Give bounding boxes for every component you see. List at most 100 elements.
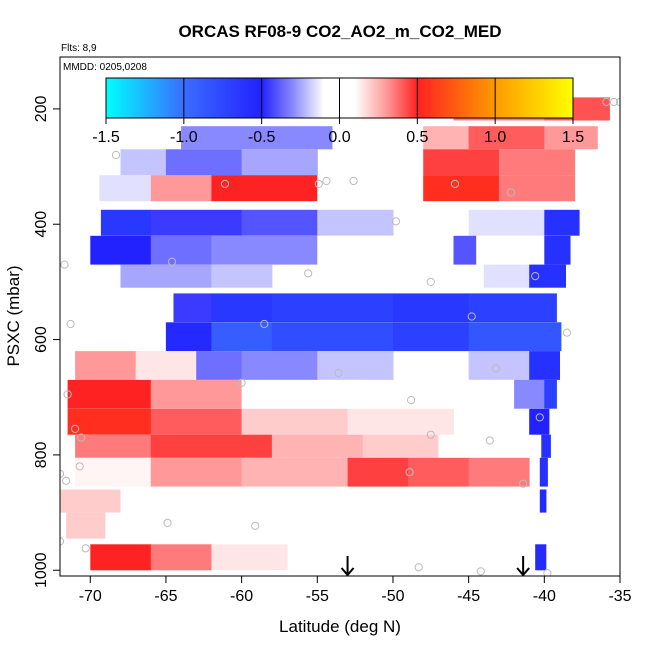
heatmap-cell (362, 512, 424, 539)
y-tick-label: 1000 (33, 552, 50, 588)
data-point (391, 217, 401, 226)
heatmap-cell (347, 489, 409, 513)
heatmap-cell (393, 293, 470, 323)
heatmap-cell (468, 293, 557, 323)
x-tick-label: -35 (608, 588, 631, 605)
data-point (467, 312, 476, 321)
data-point (60, 260, 69, 269)
heatmap-cell (241, 351, 318, 380)
data-point (334, 368, 343, 378)
data-point (81, 544, 90, 553)
heatmap-cell (544, 379, 557, 409)
x-axis: -70 -65 -60 -55 -50 -45 -40 -35 (79, 576, 632, 605)
data-point (426, 430, 435, 439)
data-point (450, 179, 460, 188)
x-tick-label: -70 (79, 588, 102, 605)
x-tick-label: -50 (381, 588, 404, 605)
data-point (71, 424, 80, 433)
heatmap-cell (241, 209, 318, 236)
heatmap-cell (347, 457, 409, 487)
heatmap-cell (113, 126, 182, 150)
data-point (66, 319, 75, 329)
heatmap-cell (317, 351, 394, 380)
data-point (349, 176, 358, 186)
data-point (260, 319, 269, 329)
heatmap-cell (135, 351, 197, 380)
data-point (476, 567, 485, 576)
heatmap-cell (150, 209, 243, 236)
data-point (62, 476, 71, 485)
heatmap-cell (165, 322, 212, 352)
heatmap-cell (393, 322, 470, 352)
heatmap-cell (211, 293, 273, 323)
heatmap-cell (120, 149, 167, 176)
heatmap-cell (211, 264, 273, 288)
data-point (163, 518, 172, 528)
heatmap-cell (423, 126, 470, 150)
data-point (63, 390, 72, 399)
data-point (491, 364, 500, 373)
heatmap-cell (165, 489, 348, 513)
heatmap-cell (211, 322, 273, 352)
heatmap-cell (75, 457, 152, 487)
x-tick-label: -40 (533, 588, 556, 605)
heatmap-cell (67, 379, 152, 409)
heatmap-cell (173, 293, 212, 323)
heatmap-cell (196, 351, 243, 380)
heatmap-cell (317, 209, 394, 236)
arrow-head (340, 567, 355, 577)
heatmap-cells (60, 97, 610, 571)
colorbar-tick-label: -1.5 (92, 129, 120, 146)
x-axis-label: Latitude (deg N) (279, 617, 401, 636)
data-point (519, 479, 528, 488)
chart-title: ORCAS RF08-9 CO2_AO2_m_CO2_MED (178, 22, 501, 41)
data-point (220, 179, 230, 188)
heatmap-cell (408, 457, 470, 487)
heatmap-cell (150, 544, 212, 571)
x-tick-label: -45 (457, 588, 480, 605)
data-point (485, 436, 494, 445)
data-point (167, 257, 177, 266)
heatmap-cell (150, 235, 212, 265)
heatmap-cell (468, 209, 545, 236)
heatmap-cell (498, 544, 536, 571)
heatmap-cell (453, 235, 477, 265)
heatmap-cell (332, 126, 379, 150)
heatmap-cell (423, 512, 470, 539)
heatmap-cell (362, 434, 439, 458)
heatmap-cell (347, 408, 454, 435)
heatmap-cell (211, 175, 318, 202)
heatmap-cell (90, 544, 152, 571)
arrow-marker (340, 556, 355, 577)
arrow-marker (516, 556, 530, 577)
y-tick-label: 200 (33, 95, 50, 122)
heatmap-cell (498, 175, 576, 202)
heatmap-cell (120, 489, 167, 513)
arrows (340, 556, 530, 577)
heatmap-cell (317, 175, 364, 202)
heatmap-cell (181, 126, 333, 150)
heatmap-cell (211, 544, 288, 571)
heatmap-cell (271, 293, 394, 323)
data-point (506, 188, 516, 197)
heatmap-cell (75, 434, 152, 458)
heatmap-cell (529, 351, 560, 380)
heatmap-cell (241, 408, 348, 435)
colorbar-tick-label: 1.5 (562, 129, 584, 146)
heatmap-cell (99, 175, 152, 202)
y-tick-label: 600 (33, 326, 50, 353)
data-point (562, 328, 572, 337)
heatmap-cell (535, 544, 547, 571)
heatmap-cell (544, 126, 598, 150)
heatmap-cell (544, 209, 580, 236)
heatmap-cell (468, 379, 515, 409)
data-point (111, 150, 121, 160)
data-point (407, 396, 416, 405)
heatmap-cell (541, 434, 551, 458)
data-point (414, 563, 423, 572)
colorbar-tick-label: 0.5 (406, 129, 428, 146)
heatmap-cell (90, 235, 152, 265)
heatmap-cell (483, 264, 530, 288)
heatmap-cell (60, 489, 121, 513)
heatmap-cell (150, 434, 273, 458)
